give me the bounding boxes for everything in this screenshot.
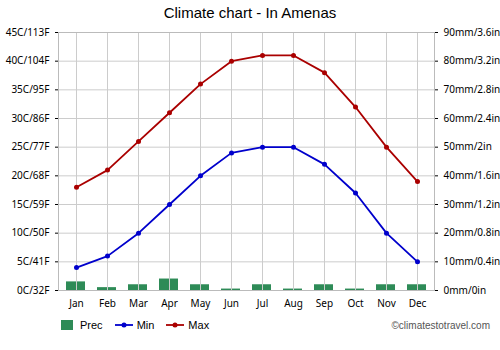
svg-text:45C/113F: 45C/113F xyxy=(6,25,50,39)
html-text:©climatestotravel.com: ©climatestotravel.com xyxy=(391,319,490,331)
svg-text:0C/32F: 0C/32F xyxy=(17,283,49,297)
html-text:Min: Min xyxy=(136,319,155,331)
svg-text:Apr: Apr xyxy=(161,296,178,310)
svg-text:50mm/2in: 50mm/2in xyxy=(444,139,492,153)
svg-text:Feb: Feb xyxy=(99,296,116,310)
svg-text:Nov: Nov xyxy=(377,296,396,310)
svg-text:90mm/3.6in: 90mm/3.6in xyxy=(444,25,500,39)
svg-text:25C/77F: 25C/77F xyxy=(11,139,49,153)
svg-text:20mm/0.8in: 20mm/0.8in xyxy=(444,225,500,239)
svg-text:Jul: Jul xyxy=(256,296,269,310)
svg-text:Aug: Aug xyxy=(284,296,303,310)
svg-text:20C/68F: 20C/68F xyxy=(11,168,49,182)
svg-text:Jun: Jun xyxy=(223,296,239,310)
svg-text:70mm/2.8in: 70mm/2.8in xyxy=(444,82,500,96)
svg-text:10C/50F: 10C/50F xyxy=(11,225,49,239)
svg-text:5C/41F: 5C/41F xyxy=(17,254,49,268)
html-text:Prec: Prec xyxy=(80,319,103,331)
svg-text:10mm/0.4in: 10mm/0.4in xyxy=(444,254,500,268)
html-text:Max: Max xyxy=(188,319,210,331)
svg-text:Sep: Sep xyxy=(316,296,333,310)
svg-text:30C/86F: 30C/86F xyxy=(11,111,49,125)
svg-text:40C/104F: 40C/104F xyxy=(6,53,50,67)
svg-text:Jan: Jan xyxy=(68,296,84,310)
svg-text:May: May xyxy=(191,296,212,310)
html-text:Climate chart - In Amenas: Climate chart - In Amenas xyxy=(163,4,337,21)
svg-text:80mm/3.2in: 80mm/3.2in xyxy=(444,53,500,67)
svg-text:Dec: Dec xyxy=(409,296,427,310)
svg-text:15C/59F: 15C/59F xyxy=(11,197,49,211)
svg-text:0mm/0in: 0mm/0in xyxy=(444,283,487,297)
svg-text:Oct: Oct xyxy=(347,296,364,310)
svg-text:40mm/1.6in: 40mm/1.6in xyxy=(444,168,500,182)
svg-text:60mm/2.4in: 60mm/2.4in xyxy=(444,111,500,125)
svg-text:Mar: Mar xyxy=(129,296,148,310)
svg-text:35C/95F: 35C/95F xyxy=(11,82,49,96)
svg-text:30mm/1.2in: 30mm/1.2in xyxy=(444,197,500,211)
